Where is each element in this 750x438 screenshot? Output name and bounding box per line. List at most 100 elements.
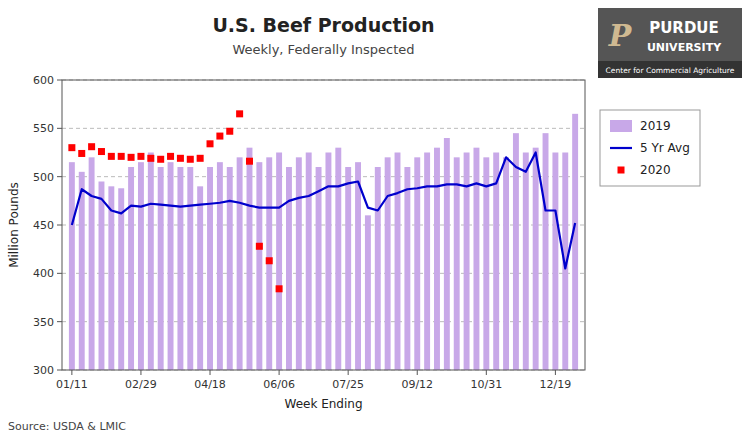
bar <box>395 153 401 371</box>
x-tick <box>486 370 487 375</box>
y-tick <box>57 176 62 177</box>
annotation: P <box>608 18 633 53</box>
bar <box>365 215 371 370</box>
y-tick <box>57 80 62 81</box>
title: U.S. Beef Production <box>212 14 434 36</box>
bar <box>79 172 85 370</box>
x-axis-label: Week Ending <box>284 397 362 411</box>
legend-swatch <box>610 147 632 149</box>
y-tick-label: 350 <box>33 316 54 329</box>
point <box>98 148 105 155</box>
point <box>256 243 263 250</box>
bar <box>375 167 381 370</box>
y-tick <box>57 273 62 274</box>
y-tick-label: 400 <box>33 267 54 280</box>
legend-box <box>600 110 700 186</box>
point <box>226 128 233 135</box>
bar <box>404 167 410 370</box>
plot-frame <box>62 80 585 370</box>
point <box>157 156 164 163</box>
y-tick-label: 600 <box>33 74 54 87</box>
bar <box>217 162 223 370</box>
bar-series <box>69 114 578 370</box>
point <box>137 153 144 160</box>
x-tick <box>71 370 72 375</box>
bar <box>424 153 430 371</box>
x-tick-label: 04/18 <box>194 378 226 391</box>
logo-box <box>598 8 742 78</box>
x-tick <box>140 370 141 375</box>
bar <box>306 153 312 371</box>
bar <box>316 167 322 370</box>
y-tick-label: 550 <box>33 122 54 135</box>
y-tick-label: 500 <box>33 171 54 184</box>
bar <box>552 153 558 371</box>
bar <box>572 114 578 370</box>
x-tick <box>210 370 211 375</box>
point <box>147 155 154 162</box>
bar <box>138 162 144 370</box>
bar <box>69 162 75 370</box>
legend-swatch <box>610 120 632 132</box>
point <box>118 153 125 160</box>
point <box>68 144 75 151</box>
legend-label: 5 Yr Avg <box>640 141 690 155</box>
bar <box>325 153 331 371</box>
bar <box>286 167 292 370</box>
bar <box>454 157 460 370</box>
bar <box>543 133 549 370</box>
bar <box>197 186 203 370</box>
source: Source: USDA & LMIC <box>8 420 126 433</box>
x-tick <box>279 370 280 375</box>
x-tick-label: 01/11 <box>56 378 88 391</box>
point <box>177 155 184 162</box>
line <box>72 153 575 269</box>
bar <box>118 188 124 370</box>
bar <box>207 167 213 370</box>
bar <box>256 162 262 370</box>
bar <box>385 157 391 370</box>
bar <box>99 182 105 371</box>
bar <box>296 157 302 370</box>
point <box>266 257 273 264</box>
logo-strip <box>598 61 742 78</box>
x-tick-label: 10/31 <box>470 378 502 391</box>
point <box>78 150 85 157</box>
point <box>187 156 194 163</box>
bar <box>108 186 114 370</box>
bar <box>128 167 134 370</box>
bar <box>503 157 509 370</box>
x-tick-label: 02/29 <box>125 378 157 391</box>
annotation: UNIVERSITY <box>647 41 722 54</box>
bar <box>523 153 529 371</box>
point <box>276 285 283 292</box>
subtitle: Weekly, Federally Inspected <box>232 42 414 57</box>
y-tick <box>57 128 62 129</box>
point <box>108 153 115 160</box>
bar <box>148 153 154 371</box>
legend-label: 2020 <box>640 163 671 177</box>
point <box>207 140 214 147</box>
y-tick <box>57 321 62 322</box>
point <box>216 133 223 140</box>
bar <box>345 167 351 370</box>
y-tick <box>57 225 62 226</box>
legend-label: 2019 <box>640 119 671 133</box>
point <box>246 158 253 165</box>
x-tick <box>348 370 349 375</box>
bar <box>473 148 479 370</box>
point <box>128 154 135 161</box>
bar <box>227 167 233 370</box>
annotation: Center for Commercial Agriculture <box>606 66 735 75</box>
x-tick <box>417 370 418 375</box>
annotation: PURDUE <box>649 19 719 37</box>
y-axis-label: Million Pounds <box>7 182 21 268</box>
bar <box>444 138 450 370</box>
x-tick-label: 06/06 <box>263 378 295 391</box>
point <box>197 155 204 162</box>
logo: P PURDUE UNIVERSITY Center for Commercial A… <box>598 8 742 78</box>
point <box>236 110 243 117</box>
x-tick-label: 09/12 <box>401 378 433 391</box>
bar <box>177 167 183 370</box>
y-tick <box>57 370 62 371</box>
